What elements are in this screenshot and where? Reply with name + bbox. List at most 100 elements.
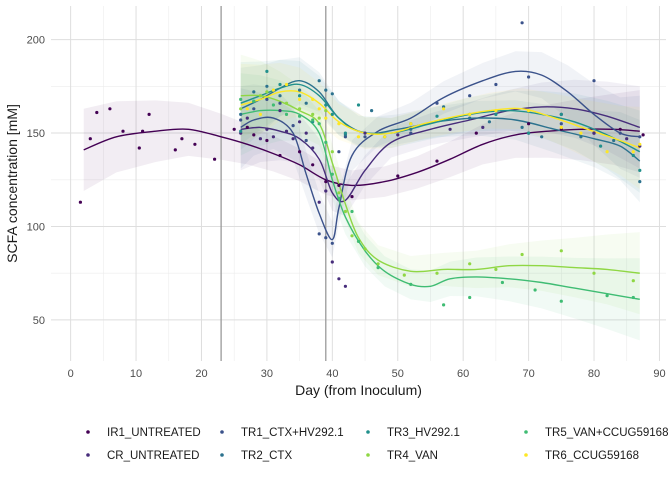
data-point	[494, 267, 498, 271]
data-point	[468, 295, 472, 300]
data-point	[559, 249, 563, 253]
data-point	[376, 262, 380, 266]
legend-label: CR_UNTREATED	[107, 450, 199, 462]
data-point	[592, 271, 596, 275]
data-point	[298, 150, 302, 154]
data-point	[330, 112, 334, 116]
data-point	[108, 107, 112, 111]
data-point	[618, 131, 622, 135]
legend-key	[220, 453, 224, 457]
smooth-line	[240, 90, 641, 149]
data-point	[337, 183, 341, 187]
data-point	[304, 138, 308, 143]
data-point	[284, 101, 289, 105]
data-point	[311, 146, 315, 150]
data-point	[141, 129, 145, 133]
data-point	[631, 295, 635, 300]
data-point	[311, 163, 315, 167]
data-point	[271, 103, 275, 107]
data-points	[78, 21, 645, 307]
data-point	[540, 135, 544, 139]
data-point	[592, 79, 596, 83]
data-point	[641, 133, 645, 137]
data-point	[481, 125, 485, 129]
data-point	[343, 209, 347, 214]
y-tick-label: 100	[27, 221, 45, 233]
data-point	[520, 21, 524, 25]
smooth-line	[240, 109, 640, 300]
y-axis-title: SCFA concentration [mM]	[4, 104, 20, 263]
data-point	[494, 82, 498, 87]
data-point	[265, 69, 269, 73]
y-tick-label: 200	[27, 35, 45, 47]
data-point	[245, 116, 249, 120]
y-tick-labels: 50 100 150 200	[27, 35, 45, 327]
data-point	[258, 137, 262, 141]
data-point	[383, 135, 387, 139]
data-point	[592, 131, 596, 135]
data-point	[284, 82, 289, 87]
data-point	[527, 122, 531, 126]
data-point	[396, 133, 400, 137]
data-point	[245, 107, 249, 111]
data-point	[599, 144, 603, 148]
data-point	[324, 103, 328, 107]
data-point	[356, 103, 361, 107]
data-point	[631, 279, 635, 283]
data-point	[337, 191, 341, 195]
data-point	[370, 109, 374, 113]
data-point	[258, 112, 262, 116]
data-point	[311, 97, 315, 101]
data-point	[468, 94, 472, 98]
x-tick-label: 50	[392, 368, 404, 380]
data-point	[317, 122, 321, 126]
y-tick-label: 150	[27, 128, 45, 140]
confidence-ribbon	[240, 62, 640, 190]
x-tick-label: 90	[653, 368, 665, 380]
data-point	[304, 101, 308, 105]
legend-key	[524, 453, 528, 457]
major-gridlines	[51, 6, 666, 361]
legend-label: IR1_UNTREATED	[107, 427, 201, 439]
data-point	[363, 135, 367, 139]
smooth-line	[83, 128, 640, 187]
data-point	[278, 82, 282, 87]
data-point	[527, 75, 531, 79]
data-point	[291, 137, 295, 141]
data-point	[363, 247, 367, 251]
data-point	[612, 138, 616, 143]
data-point	[265, 127, 269, 131]
legend-label: TR4_VAN	[387, 450, 438, 462]
data-point	[520, 125, 524, 129]
data-point	[265, 97, 269, 101]
data-point	[317, 107, 321, 111]
x-tick-label: 70	[522, 368, 534, 380]
data-point	[311, 112, 315, 116]
data-point	[88, 137, 92, 141]
legend-key	[86, 453, 90, 457]
data-point	[317, 200, 321, 204]
data-point	[330, 172, 334, 176]
data-point	[330, 241, 334, 245]
data-point	[474, 131, 478, 135]
data-point	[409, 122, 413, 126]
data-point	[324, 236, 328, 240]
data-point	[409, 282, 413, 286]
data-point	[350, 209, 354, 214]
data-point	[252, 107, 256, 111]
data-point	[559, 299, 563, 303]
legend-key	[366, 453, 370, 457]
data-point	[137, 146, 141, 150]
data-point	[245, 125, 249, 129]
data-point	[330, 260, 334, 264]
data-point	[350, 195, 354, 199]
data-point	[638, 135, 642, 139]
data-point	[252, 133, 256, 137]
legend-key	[220, 430, 224, 434]
data-point	[337, 150, 341, 154]
y-tick-label: 50	[33, 315, 45, 327]
data-point	[579, 131, 583, 135]
data-point	[284, 129, 289, 133]
data-point	[298, 88, 302, 92]
